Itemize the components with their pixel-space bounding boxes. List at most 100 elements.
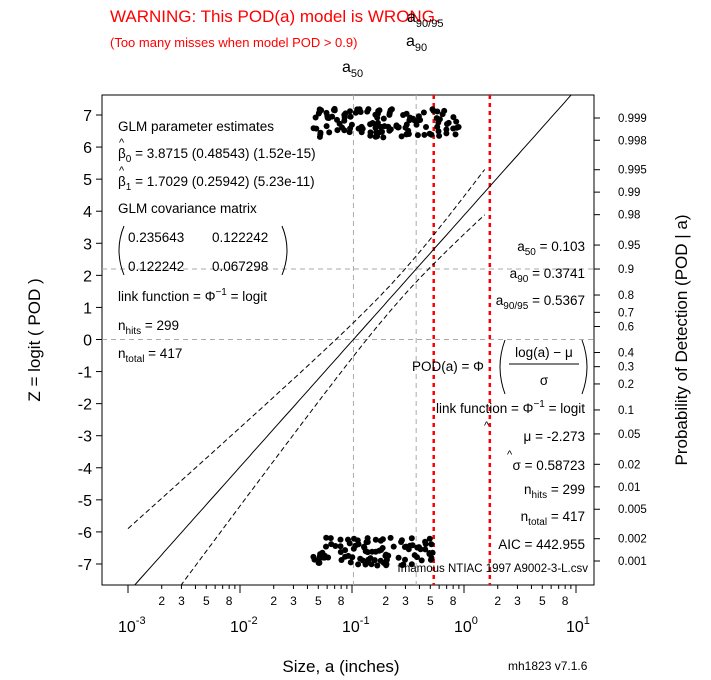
x-minor-tick-label: 8 — [450, 594, 457, 608]
fit-line — [134, 95, 572, 585]
right-tick-label: 0.1 — [618, 405, 634, 417]
data-point — [358, 129, 365, 136]
beta1-value: = 1.7029 (0.25942) (5.23e-11) — [131, 174, 314, 189]
data-point — [381, 123, 388, 130]
data-point — [323, 543, 329, 550]
data-point — [422, 541, 429, 547]
n-total-left-val: = 417 — [144, 346, 182, 361]
right-tick-label: 0.05 — [618, 429, 640, 441]
a9095-eq-val: = 0.5367 — [528, 293, 585, 308]
x-tick-exponent: -1 — [360, 615, 370, 627]
data-point — [347, 125, 354, 132]
a9095-eq-a: a — [496, 293, 504, 308]
x-tick-exponent: 1 — [584, 615, 590, 627]
version-label: mh1823 v7.1.6 — [508, 659, 588, 673]
data-point — [439, 111, 446, 118]
data-point — [317, 551, 324, 558]
data-point — [372, 536, 379, 543]
n-hits-left-n: n — [118, 318, 126, 333]
right-tick-label: 0.8 — [618, 290, 634, 302]
data-point — [341, 117, 348, 124]
pod-numerator: log(a) − μ — [515, 345, 573, 360]
data-point — [312, 114, 319, 121]
cov-r1c1: 0.235643 — [128, 230, 184, 245]
link-right-phi: Φ — [523, 401, 534, 416]
data-point — [408, 535, 415, 542]
link-left-sup: −1 — [215, 287, 227, 298]
x-major-tick-label: 10-2 — [230, 615, 258, 636]
data-point — [426, 535, 433, 542]
cov-r2c1: 0.122242 — [128, 259, 184, 274]
data-point — [361, 543, 367, 550]
y-tick-label: -3 — [78, 429, 92, 446]
a9095-eq: a90/95 = 0.5367 — [496, 293, 585, 312]
beta1-symbol: β — [118, 174, 126, 189]
data-point — [435, 119, 442, 126]
source-label: fmamous NTIAC 1997 A9002-3-L.csv — [398, 563, 589, 575]
x-minor-tick-label: 8 — [338, 594, 345, 608]
a90-eq-val: = 0.3741 — [528, 266, 585, 281]
beta0-subscript: 0 — [126, 154, 132, 165]
sigma-eq: σ = 0.58723 — [512, 458, 585, 473]
beta1-line: β1 = 1.7029 (0.25942) (5.23e-11) — [118, 174, 315, 193]
data-point — [415, 113, 422, 120]
link-function-left: link function = Φ−1 = logit — [118, 287, 267, 304]
x-tick-exponent: 0 — [472, 615, 478, 627]
right-tick-label: 0.95 — [618, 240, 640, 252]
data-point — [402, 556, 408, 563]
beta0-line: β0 = 3.8715 (0.48543) (1.52e-15) — [118, 146, 316, 165]
y-tick-label: -2 — [78, 397, 92, 414]
data-point — [350, 545, 357, 552]
a9095-top-label: a90/95 — [407, 9, 443, 30]
data-point — [374, 114, 381, 121]
cov-r1c2: 0.122242 — [212, 230, 268, 245]
mu-hat: ^ — [484, 420, 490, 432]
warning-title: WARNING: This POD(a) model is WRONG. — [110, 7, 440, 26]
data-point — [380, 134, 387, 141]
x-minor-tick-label: 5 — [427, 594, 434, 608]
a50-eq-val: = 0.103 — [536, 239, 585, 254]
mu-eq: μ = -2.273 — [524, 429, 585, 444]
cov-title: GLM covariance matrix — [118, 201, 257, 216]
data-point — [330, 107, 337, 113]
a50-eq-a: a — [517, 239, 525, 254]
a90-eq-sub: 90 — [517, 274, 529, 285]
data-point — [411, 552, 418, 559]
glm-annotations: GLM parameter estimates β0 = 3.8715 (0.4… — [118, 119, 316, 365]
right-tick-label: 0.3 — [618, 362, 634, 374]
x-major-tick-label: 101 — [566, 615, 590, 636]
data-point — [365, 556, 372, 563]
data-point — [347, 108, 353, 115]
data-point — [444, 121, 450, 127]
axis-ticks: 76543210-1-2-3-4-5-6-70.9990.9980.9950.9… — [78, 108, 647, 636]
data-point — [323, 109, 330, 116]
upper-confidence-bound — [127, 169, 486, 529]
x-minor-tick-label: 3 — [178, 594, 185, 608]
right-tick-label: 0.995 — [618, 165, 647, 177]
a9095-top-label-base: a — [407, 9, 416, 26]
sigma-value: = 0.58723 — [521, 458, 585, 473]
data-point — [356, 106, 363, 113]
data-point — [374, 119, 381, 126]
data-point — [416, 544, 422, 551]
data-points — [310, 105, 462, 569]
y-tick-label: 4 — [83, 204, 92, 221]
x-major-tick-label: 100 — [454, 615, 478, 636]
data-point — [401, 544, 408, 550]
right-tick-label: 0.7 — [618, 307, 634, 319]
n-total-right-n: n — [521, 509, 529, 524]
y-tick-label: -7 — [78, 557, 92, 574]
a50-top-label-base: a — [342, 59, 351, 76]
plot-frame — [101, 94, 595, 586]
n-hits-left-sub: hits — [126, 326, 142, 337]
data-point — [414, 132, 421, 139]
data-point — [367, 129, 374, 136]
data-point — [327, 535, 334, 542]
cov-r2c2: 0.067298 — [212, 259, 268, 274]
link-left-suffix: = logit — [227, 289, 267, 304]
beta1-hat: ^ — [119, 165, 125, 177]
data-point — [325, 554, 332, 561]
data-point — [347, 559, 354, 566]
a9095-top-label-sub: 90/95 — [416, 18, 444, 30]
